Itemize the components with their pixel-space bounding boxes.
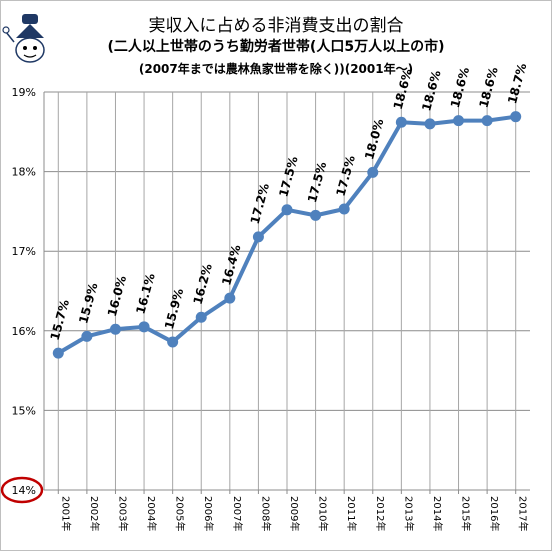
data-point [224, 292, 236, 304]
data-label: 18.6% [448, 66, 472, 110]
y-tick-label: 15% [12, 404, 36, 417]
data-label: 17.5% [305, 160, 329, 204]
x-tick-label: 2015年 [460, 496, 473, 531]
y-tick-label: 18% [12, 166, 36, 179]
data-point [424, 118, 436, 130]
y-tick-label: 14% [12, 484, 36, 497]
data-label: 18.7% [505, 62, 529, 106]
data-point [52, 347, 64, 359]
x-tick-label: 2012年 [374, 496, 387, 531]
x-tick-label: 2004年 [145, 496, 158, 531]
x-tick-label: 2010年 [317, 496, 330, 531]
data-label: 15.7% [48, 298, 72, 342]
x-tick-label: 2008年 [259, 496, 272, 531]
data-point [481, 115, 493, 127]
x-tick-label: 2017年 [517, 496, 530, 531]
data-point [195, 311, 207, 323]
data-label: 17.2% [248, 182, 272, 226]
x-tick-label: 2011年 [345, 496, 358, 531]
data-point [109, 323, 121, 335]
x-tick-label: 2005年 [174, 496, 187, 531]
y-tick-label: 17% [12, 245, 36, 258]
highlight-circle [0, 476, 44, 504]
x-tick-label: 2007年 [231, 496, 244, 531]
x-tick-label: 2002年 [88, 496, 101, 531]
x-tick-label: 2001年 [59, 496, 72, 531]
data-label: 16.2% [191, 262, 215, 306]
data-label: 17.5% [334, 154, 358, 198]
chart-title: 実収入に占める非消費支出の割合 [148, 16, 404, 36]
chart-subtitle-1: (二人以上世帯のうち勤労者世帯(人口5万人以上の市) [107, 39, 445, 55]
data-label: 17.5% [276, 155, 300, 199]
data-label: 15.9% [76, 281, 100, 325]
data-point [510, 111, 522, 123]
x-tick-label: 2006年 [202, 496, 215, 531]
x-tick-label: 2013年 [402, 496, 415, 531]
y-tick-label: 19% [12, 86, 36, 99]
x-tick-label: 2003年 [116, 496, 129, 531]
data-label: 15.9% [162, 287, 186, 331]
data-point [338, 203, 350, 215]
data-point [453, 115, 465, 127]
data-point [395, 116, 407, 128]
data-point [81, 330, 93, 342]
data-point [367, 166, 379, 178]
chart-subtitle-2: (2007年までは農林魚家世帯を除く))(2001年～) [138, 62, 414, 76]
data-point [138, 321, 150, 333]
x-tick-label: 2009年 [288, 496, 301, 531]
data-label: 18.6% [476, 66, 500, 110]
x-tick-label: 2014年 [431, 496, 444, 531]
data-point [167, 336, 179, 348]
y-tick-label: 16% [12, 325, 36, 338]
data-label: 16.1% [133, 272, 157, 316]
data-point [281, 204, 293, 216]
x-tick-label: 2016年 [488, 496, 501, 531]
data-label: 16.0% [105, 274, 129, 318]
data-point [310, 209, 322, 221]
data-label: 18.6% [419, 69, 443, 113]
data-point [252, 231, 264, 243]
data-label: 18.6% [391, 67, 415, 111]
mascot-icon [2, 14, 45, 63]
